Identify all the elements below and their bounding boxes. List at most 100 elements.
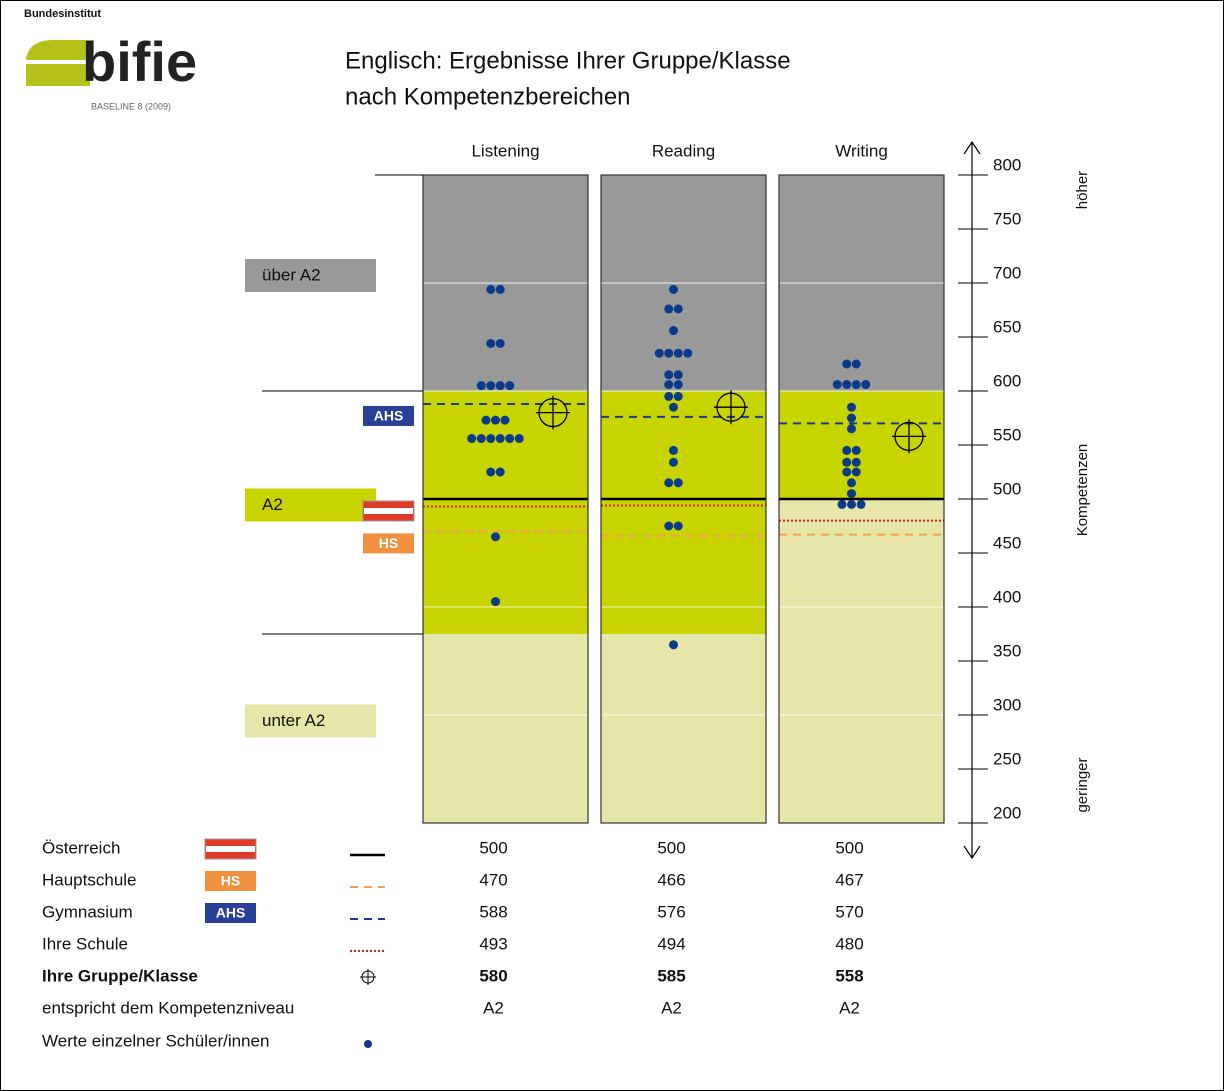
- logo-institute: Bundesinstitut: [24, 8, 101, 20]
- column-frame: [778, 174, 945, 824]
- student-dot: [847, 489, 856, 499]
- student-dot: [467, 434, 477, 444]
- table-value: A2: [839, 998, 860, 1017]
- student-dot: [669, 402, 678, 412]
- axis-label: geringer: [1074, 757, 1091, 812]
- logo-name: bifie: [82, 30, 197, 93]
- level-band: [779, 391, 944, 499]
- level-band: [423, 634, 588, 823]
- legend-label: Gymnasium: [42, 902, 133, 921]
- student-dot: [495, 381, 505, 391]
- level-label: unter A2: [262, 711, 325, 730]
- student-dot: [495, 434, 505, 444]
- y-tick-label: 500: [993, 479, 1021, 498]
- logo-bar: [26, 64, 90, 86]
- badge-label: AHS: [374, 408, 404, 424]
- table-value: 467: [835, 870, 863, 889]
- flag-stripe: [364, 508, 413, 514]
- badge: [205, 871, 256, 891]
- student-dot: [847, 499, 856, 509]
- y-tick-label: 400: [993, 587, 1021, 606]
- student-dot: [505, 381, 515, 391]
- student-dot: [851, 457, 861, 467]
- legend-label: Hauptschule: [42, 870, 137, 889]
- table-value: 466: [657, 870, 685, 889]
- student-dot: [861, 380, 871, 390]
- student-dot: [491, 532, 500, 542]
- logo-swoosh: [26, 39, 86, 60]
- student-dot: [673, 380, 683, 390]
- student-dot: [837, 499, 847, 509]
- badge: [363, 405, 414, 426]
- student-dot: [847, 424, 856, 434]
- student-dot: [673, 391, 683, 401]
- legend-marker-cross: [360, 969, 376, 985]
- student-dot: [486, 338, 496, 348]
- table-value: 493: [479, 934, 507, 953]
- student-dot: [669, 640, 678, 650]
- student-dot: [664, 380, 674, 390]
- group-marker-cross: [536, 395, 570, 430]
- y-tick-label: 250: [993, 749, 1021, 768]
- legend-label: Österreich: [42, 838, 120, 857]
- student-dot: [664, 521, 674, 531]
- table-value: 558: [835, 966, 863, 985]
- legend-dot: [364, 1040, 372, 1048]
- student-dot: [673, 521, 683, 531]
- student-dot: [851, 445, 861, 455]
- student-dot: [669, 326, 678, 336]
- student-dot: [847, 478, 856, 488]
- table-value: 494: [657, 934, 685, 953]
- student-dot: [495, 467, 505, 477]
- student-dot: [847, 402, 856, 412]
- axis-label: höher: [1074, 171, 1091, 209]
- group-marker-cross: [892, 419, 926, 454]
- student-dot: [491, 415, 500, 425]
- student-dot: [505, 434, 515, 444]
- table-value: 500: [835, 838, 863, 857]
- student-dot: [664, 304, 674, 314]
- student-dot: [842, 380, 852, 390]
- badge-label: AHS: [216, 905, 246, 921]
- level-band: [601, 634, 766, 823]
- y-tick-label: 750: [993, 209, 1021, 228]
- student-dot: [664, 370, 674, 380]
- badge: [205, 903, 256, 923]
- badge-label: HS: [379, 535, 398, 551]
- student-dot: [664, 478, 674, 488]
- student-dot: [851, 359, 861, 369]
- student-dot: [856, 499, 866, 509]
- level-band: [423, 391, 588, 634]
- column-header: Reading: [652, 141, 715, 160]
- student-dot: [495, 338, 505, 348]
- student-dot: [832, 380, 842, 390]
- level-label-box: [245, 259, 376, 292]
- table-value: 585: [657, 966, 685, 985]
- student-dot: [842, 467, 852, 477]
- table-value: 500: [479, 838, 507, 857]
- level-label: über A2: [262, 265, 321, 284]
- student-dot: [673, 478, 683, 488]
- student-dot: [673, 370, 683, 380]
- column-frame: [422, 174, 589, 824]
- table-value: A2: [483, 998, 504, 1017]
- badge-label: HS: [221, 873, 240, 889]
- student-dot: [683, 348, 693, 358]
- student-dot: [851, 467, 861, 477]
- axis-label: Kompetenzen: [1074, 444, 1091, 537]
- student-dot: [669, 445, 678, 455]
- table-value: 580: [479, 966, 507, 985]
- table-value: A2: [661, 998, 682, 1017]
- level-label-box: [245, 488, 376, 522]
- legend-label: Ihre Gruppe/Klasse: [42, 966, 198, 985]
- student-dot: [495, 284, 505, 294]
- column-frame: [600, 174, 767, 824]
- student-dot: [476, 434, 486, 444]
- y-tick-label: 200: [993, 803, 1021, 822]
- flag-stripe: [206, 846, 255, 852]
- student-dot: [669, 284, 678, 294]
- column-header: Writing: [835, 141, 888, 160]
- group-marker-cross: [714, 390, 748, 425]
- y-tick-label: 650: [993, 317, 1021, 336]
- student-dot: [486, 284, 496, 294]
